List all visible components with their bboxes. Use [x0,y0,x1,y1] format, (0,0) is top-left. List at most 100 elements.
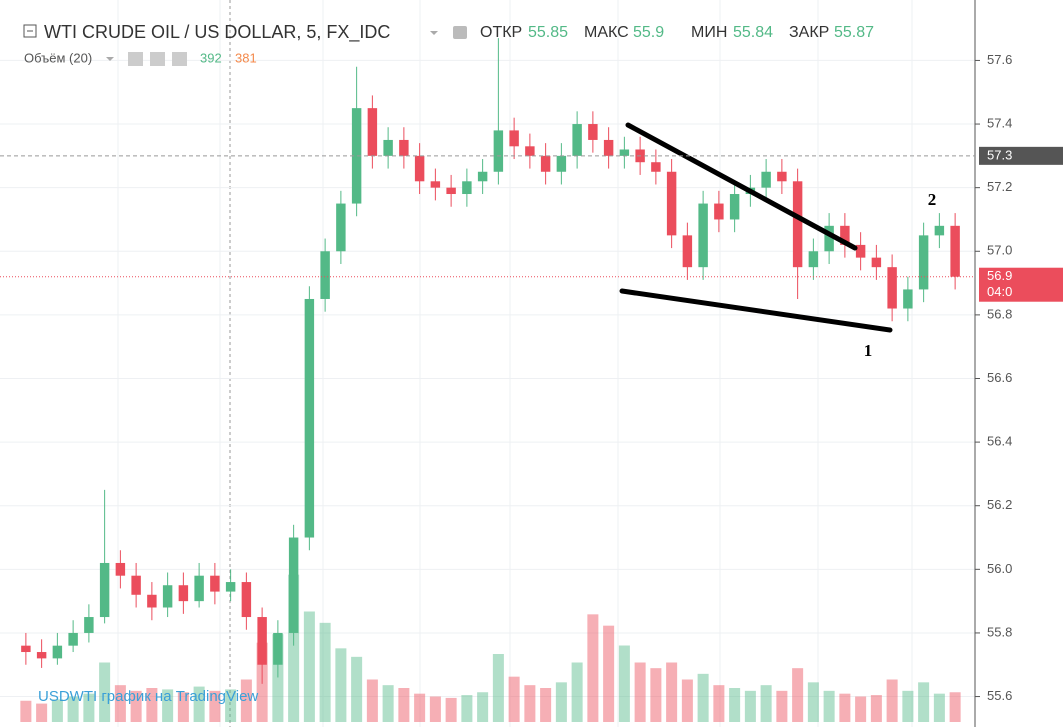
volume-bar [839,693,851,722]
candle-body [147,594,157,608]
candle-body [351,108,362,204]
chart-title: WTI CRUDE OIL / US DOLLAR, 5, FX_IDC [44,22,390,43]
candle-body [36,652,47,659]
ohlc-value: 55.85 [528,24,568,41]
annotation: 2 [928,190,937,209]
volume-bar [618,645,630,722]
candle-body [162,585,173,608]
candle-body [383,139,393,156]
volume-bar [114,685,126,722]
candle-body [540,155,551,172]
candle-body [903,289,913,309]
candle-body [572,124,582,156]
volume-bar [587,614,599,722]
candle-body [477,171,488,182]
watermark[interactable]: USDWTI график на TradingView [38,688,258,705]
candle-body [855,244,866,258]
plot [0,38,975,722]
volume-bar [524,685,536,722]
candle-body [493,130,504,172]
candle-body [509,130,519,147]
candle-body [950,225,960,277]
volume-bar [130,690,142,722]
candle-body [131,575,141,595]
candle-body [84,617,94,633]
ohlc-label: ОТКР [480,24,522,41]
volume-bar [870,695,882,722]
price-label-bg [979,146,1063,165]
candle-body [729,194,740,220]
volume-value: 392 [200,50,222,65]
trendlines [619,122,893,333]
volume-bar [886,679,898,722]
volume-bar [807,682,819,722]
candle-body [399,139,409,156]
y-tick-label: 57.6 [987,52,1012,67]
volume-bar [729,688,741,722]
candle-body [792,181,803,268]
candle-body [194,575,204,602]
volume-bar [335,648,347,722]
settings-icon[interactable] [128,52,143,66]
annotation: 1 [864,341,873,360]
volume-bar [162,689,174,722]
price-label: 57.3 [987,147,1012,162]
candle-body [320,251,330,299]
candle-body [887,267,897,309]
ohlc-value: 55.9 [633,24,664,41]
ohlc-value: 55.84 [733,24,773,41]
volume-bar [445,697,457,722]
candle-body [761,171,771,188]
candle-body [288,537,299,633]
volume-bar [634,662,646,722]
volume-title: Объём (20) [24,50,92,65]
volume-bar [240,679,252,722]
candle-body [588,124,598,140]
eye-icon[interactable] [453,26,467,39]
gear-icon[interactable] [150,52,165,66]
volume-bar [414,693,426,722]
candle-body [462,181,472,195]
volume-bar [99,662,111,722]
y-tick-label: 57.4 [987,115,1012,130]
volume-bar [650,668,662,722]
candle-body [603,139,614,156]
candle-body [777,171,787,182]
volume-bar [272,634,284,722]
volume-bar [398,688,410,722]
volume-bar [666,662,678,722]
volume-bar [949,692,961,722]
ohlc-label: МИН [691,24,727,41]
volume-bar [209,690,221,722]
candle-body [808,251,819,268]
volume-bar [776,690,788,722]
collapse-icon[interactable] [23,24,37,38]
dropdown[interactable] [430,31,438,35]
candle-body [446,187,456,195]
ohlc-label: ЗАКР [789,24,829,41]
y-tick-label: 56.4 [987,434,1012,449]
y-tick-label: 55.8 [987,624,1012,639]
volume-bar [193,686,205,722]
volume-bar [477,692,489,722]
volume-bar [461,695,473,722]
candle-body [824,225,834,252]
candle-body [430,181,441,188]
y-tick-label: 57.2 [987,179,1012,194]
ohlc-label: МАКС [584,24,629,41]
dropdown[interactable] [106,57,114,61]
y-tick-label: 56.2 [987,497,1012,512]
candle-body [525,146,535,156]
candle-body [651,162,661,172]
volume-bar [855,696,867,722]
volume-bar [429,696,441,722]
volume-bar [225,689,237,722]
candle-body [698,203,708,268]
candle-body [934,225,945,236]
volume-bar [571,662,583,722]
volume-bar [760,685,772,722]
volume-bar [20,700,32,722]
volume-bar [67,696,79,722]
close-icon[interactable] [172,52,187,66]
